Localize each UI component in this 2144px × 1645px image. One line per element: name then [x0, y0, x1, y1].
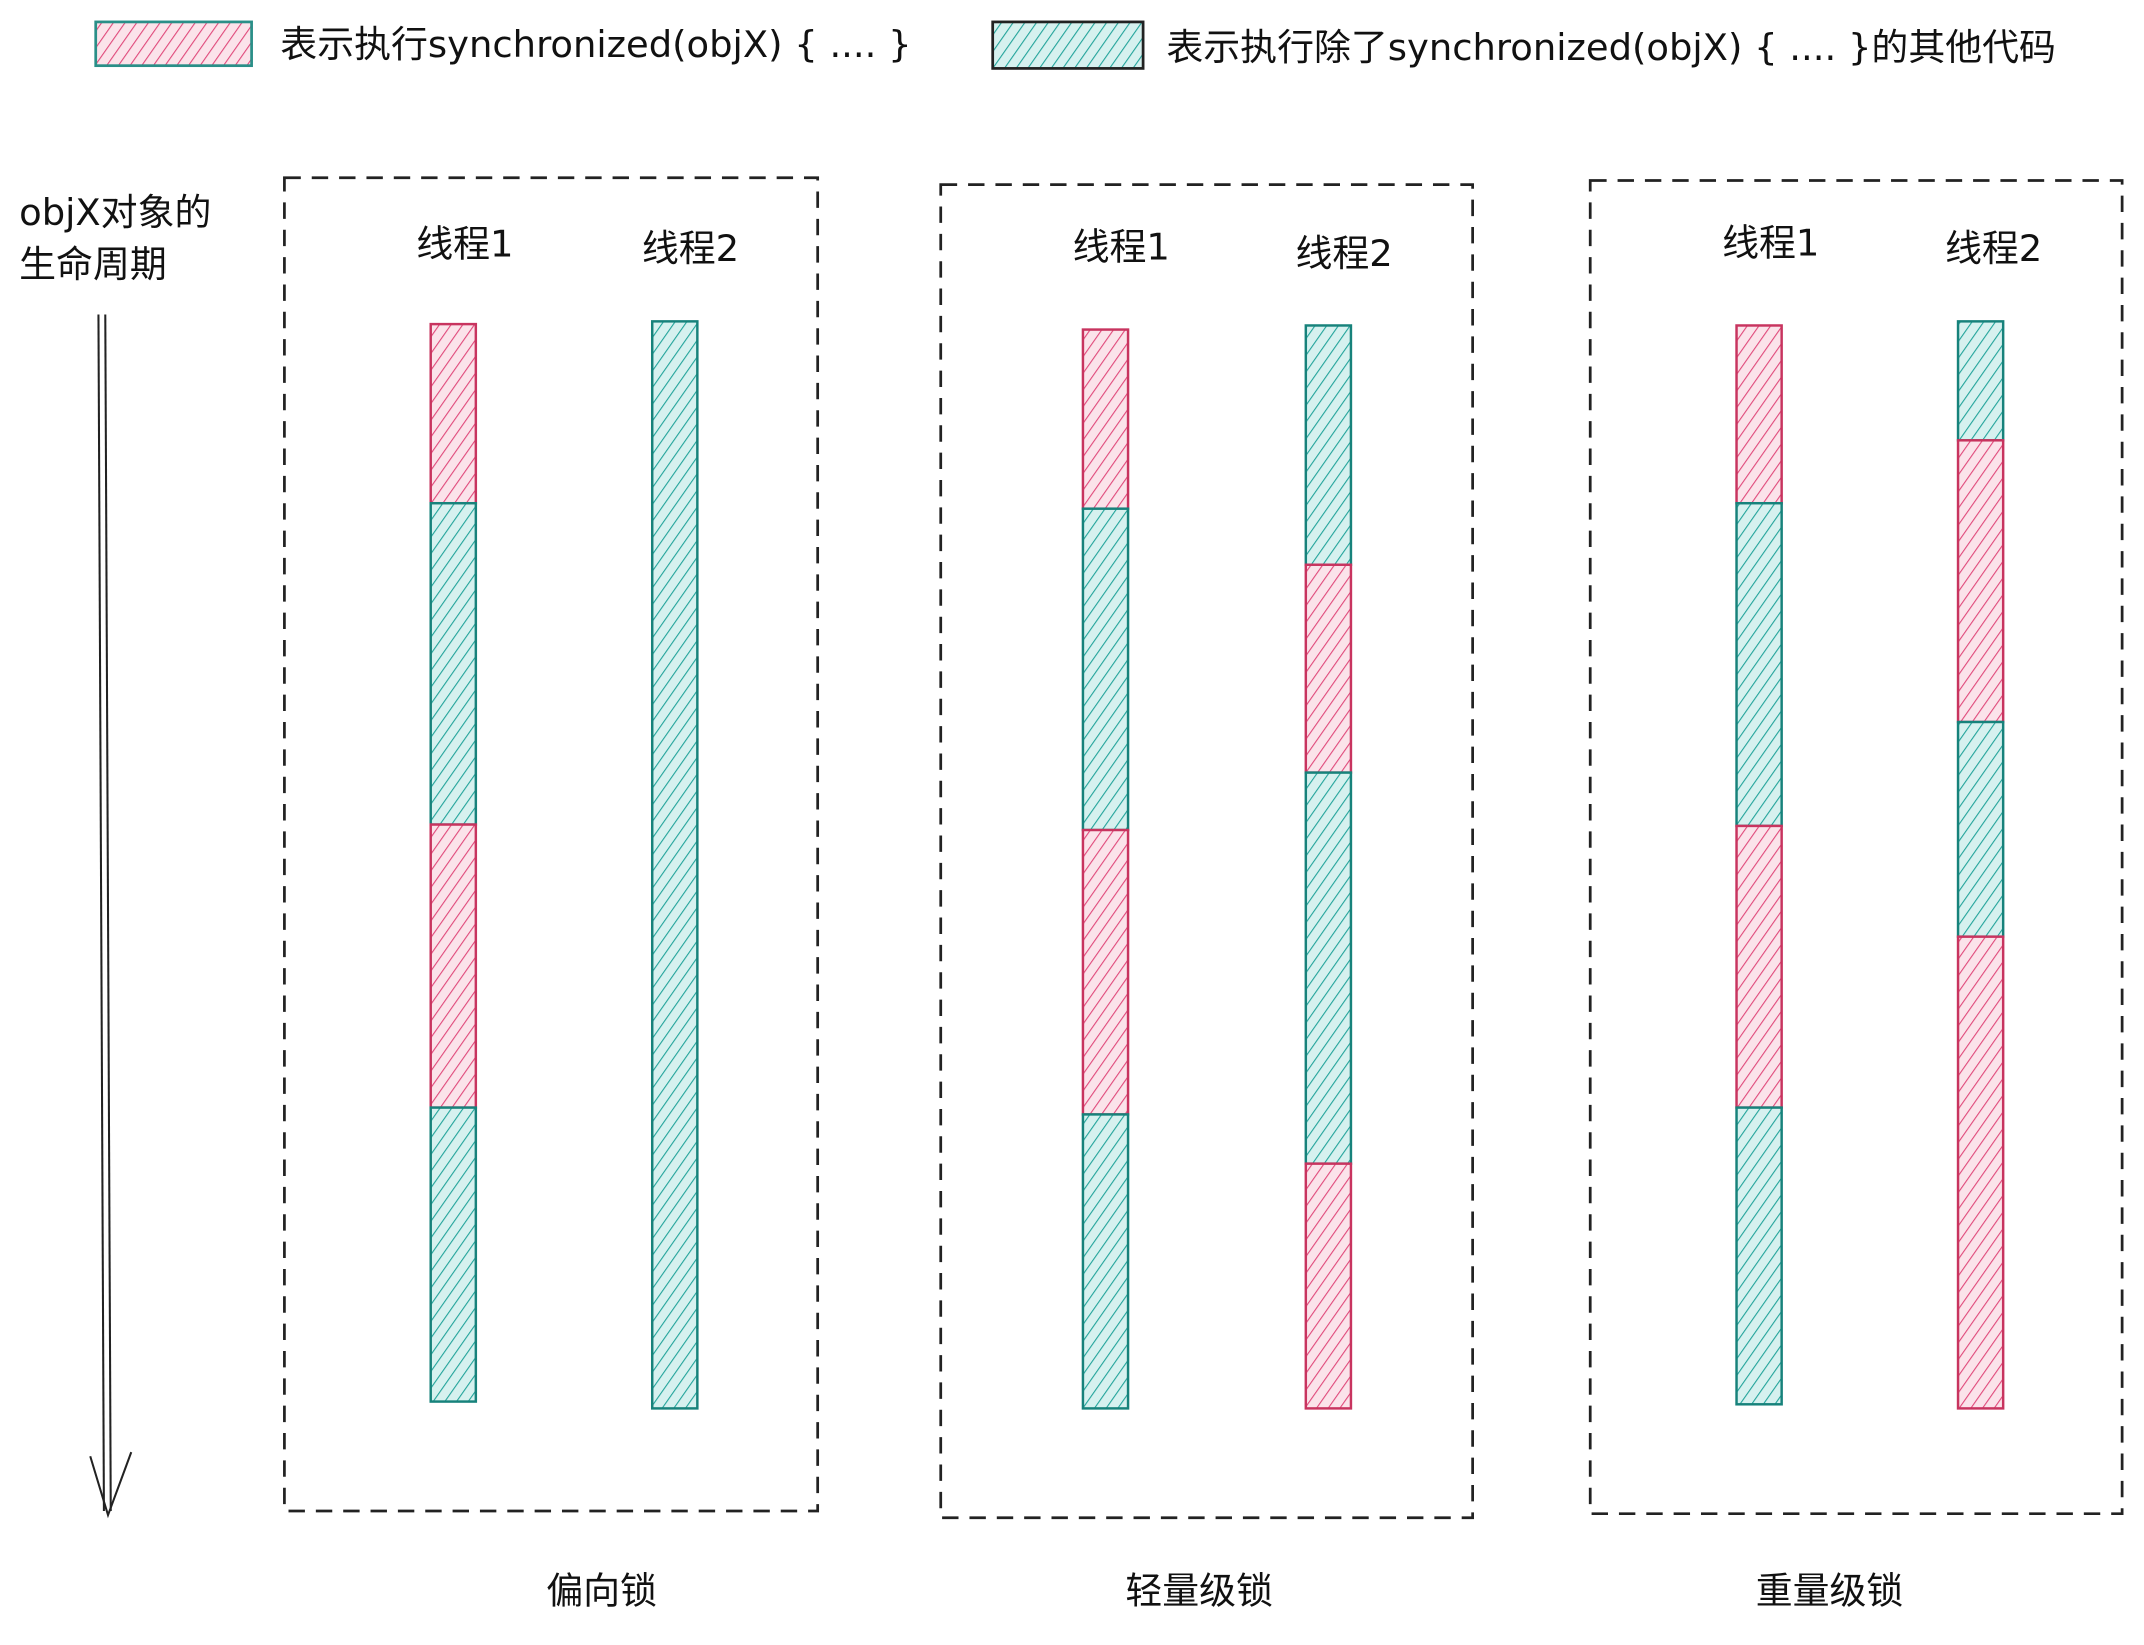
thread-label: 线程2: [1295, 232, 1392, 275]
segment: [429, 501, 478, 826]
segment: [1081, 328, 1130, 510]
segment: [650, 320, 699, 1410]
legend-swatch: [94, 20, 253, 68]
panel-title: 偏向锁: [546, 1570, 657, 1613]
segment: [1735, 501, 1783, 828]
segment: [1304, 563, 1353, 774]
panel-frame: [939, 183, 1474, 1520]
segment: [1304, 1162, 1353, 1410]
arrow-line: [97, 314, 105, 1511]
arrow-line: [104, 314, 112, 1511]
panel-frame: [283, 176, 820, 1513]
panel-title: 重量级锁: [1756, 1570, 1904, 1613]
arrow-head: [89, 1451, 133, 1519]
legend-label: 表示执行synchronized(objX) { .... }: [280, 23, 911, 66]
segment: [429, 322, 478, 505]
segment: [429, 1106, 478, 1403]
panel-title: 轻量级锁: [1125, 1570, 1273, 1613]
segment: [1956, 935, 2005, 1410]
legend-swatch: [991, 20, 1145, 70]
segment: [1735, 824, 1783, 1109]
axis-label: 生命周期: [19, 243, 167, 286]
segment: [429, 823, 478, 1109]
segment: [1956, 320, 2005, 442]
segment: [1735, 1106, 1783, 1406]
thread-label: 线程2: [1945, 227, 2042, 270]
segment: [1956, 720, 2005, 938]
thread-label: 线程1: [416, 223, 513, 266]
axis-label: objX对象的: [19, 191, 211, 234]
segment: [1735, 324, 1783, 505]
segment: [1304, 324, 1353, 566]
legend-label: 表示执行除了synchronized(objX) { .... }的其他代码: [1166, 26, 2056, 69]
segment: [1081, 828, 1130, 1116]
panel-frame: [1588, 179, 2124, 1516]
thread-label: 线程1: [1073, 225, 1170, 268]
thread-label: 线程1: [1722, 221, 1819, 264]
segment: [1081, 1113, 1130, 1410]
segment: [1081, 507, 1130, 832]
segment: [1956, 439, 2005, 724]
thread-label: 线程2: [642, 227, 739, 270]
segment: [1304, 771, 1353, 1165]
